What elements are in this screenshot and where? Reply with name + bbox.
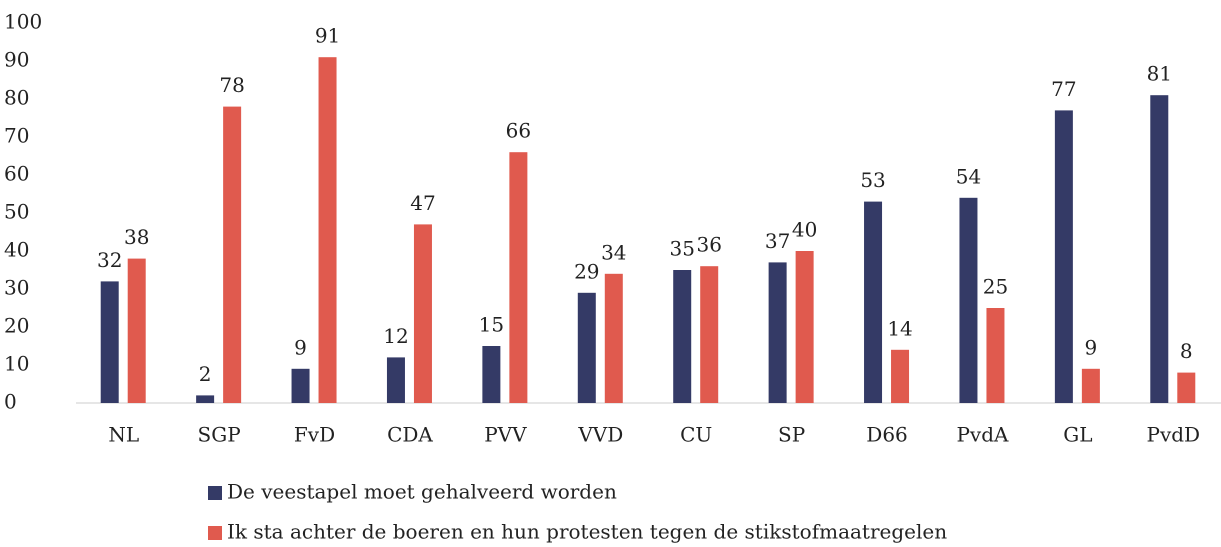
bar — [864, 201, 883, 403]
value-label: 9 — [1085, 335, 1098, 359]
value-label: 9 — [294, 335, 307, 359]
bar — [959, 197, 978, 403]
y-tick-label: 100 — [4, 10, 42, 34]
x-tick-label: GL — [1063, 423, 1092, 447]
bar — [1150, 95, 1169, 403]
value-label: 36 — [696, 233, 721, 257]
bar — [413, 224, 432, 403]
value-label: 40 — [792, 218, 817, 242]
bar — [223, 106, 242, 403]
bar — [700, 266, 719, 403]
value-label: 35 — [669, 237, 694, 261]
bar — [604, 273, 623, 403]
legend-label: De veestapel moet gehalveerd worden — [227, 480, 617, 504]
bar — [768, 262, 787, 403]
value-label: 47 — [410, 191, 435, 215]
legend-swatch — [208, 486, 222, 500]
bar — [100, 281, 119, 403]
y-tick-label: 50 — [4, 200, 29, 224]
value-label: 38 — [124, 225, 149, 249]
bar — [891, 349, 910, 403]
y-tick-label: 80 — [4, 86, 29, 110]
bar — [673, 270, 692, 403]
bar — [1054, 110, 1073, 404]
value-label: 25 — [983, 275, 1008, 299]
value-label: 34 — [601, 240, 626, 264]
value-label: 8 — [1180, 339, 1193, 363]
bar — [795, 251, 814, 403]
value-label: 29 — [574, 259, 599, 283]
value-label: 14 — [887, 316, 912, 340]
y-tick-label: 60 — [4, 162, 29, 186]
bar — [509, 152, 528, 403]
value-label: 78 — [219, 73, 244, 97]
bar — [127, 258, 146, 403]
x-tick-label: PvdD — [1146, 423, 1200, 447]
bar — [986, 308, 1005, 403]
bar — [1177, 372, 1196, 403]
y-tick-label: 30 — [4, 276, 29, 300]
x-tick-label: SP — [778, 423, 805, 447]
value-label: 91 — [315, 24, 340, 48]
bar — [318, 57, 337, 403]
x-tick-label: NL — [108, 423, 139, 447]
value-label: 32 — [97, 248, 122, 272]
x-tick-label: PVV — [484, 423, 527, 447]
legend-swatch — [208, 526, 222, 540]
value-label: 2 — [199, 362, 212, 386]
value-label: 12 — [383, 324, 408, 348]
y-tick-label: 90 — [4, 48, 29, 72]
value-label: 77 — [1051, 77, 1076, 101]
y-tick-label: 40 — [4, 238, 29, 262]
x-tick-label: CU — [680, 423, 712, 447]
x-tick-label: VVD — [577, 423, 623, 447]
value-label: 15 — [479, 313, 504, 337]
y-tick-label: 20 — [4, 314, 29, 338]
y-tick-label: 0 — [4, 390, 17, 414]
x-tick-label: D66 — [866, 423, 907, 447]
x-tick-label: CDA — [387, 423, 433, 447]
x-tick-label: PvdA — [956, 423, 1009, 447]
y-tick-label: 70 — [4, 124, 29, 148]
bar — [386, 357, 405, 403]
x-tick-label: FvD — [294, 423, 335, 447]
value-label: 81 — [1147, 62, 1172, 86]
legend-label: Ik sta achter de boeren en hun protesten… — [227, 520, 947, 544]
value-label: 37 — [765, 229, 790, 253]
x-tick-label: SGP — [198, 423, 241, 447]
value-label: 53 — [860, 168, 885, 192]
bar — [291, 368, 310, 403]
value-label: 54 — [956, 164, 981, 188]
bar — [482, 346, 501, 403]
value-label: 66 — [506, 119, 531, 143]
bar — [577, 292, 596, 403]
bar — [1081, 368, 1100, 403]
bar — [196, 395, 215, 403]
y-tick-label: 10 — [4, 352, 29, 376]
